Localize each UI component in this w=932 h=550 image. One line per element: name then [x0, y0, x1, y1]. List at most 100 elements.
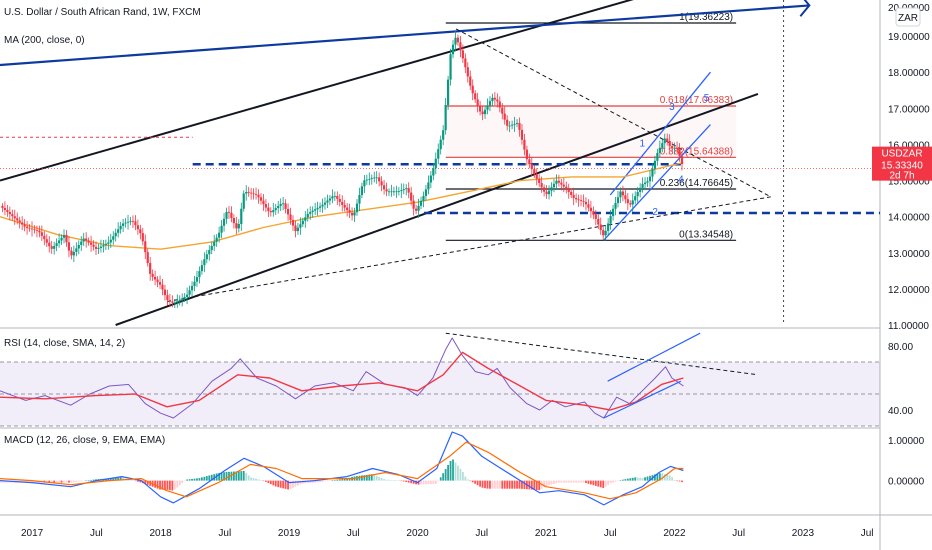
candle-body[interactable] — [129, 220, 132, 222]
candle-body[interactable] — [188, 290, 191, 295]
candle-body[interactable] — [247, 191, 250, 193]
candle-body[interactable] — [220, 225, 223, 233]
candle-body[interactable] — [259, 197, 263, 201]
candle-body[interactable] — [262, 200, 265, 205]
candle-body[interactable] — [60, 237, 63, 241]
candle-body[interactable] — [82, 238, 85, 242]
wave-channel-lower[interactable] — [603, 124, 711, 241]
candle-body[interactable] — [486, 105, 489, 110]
candle-body[interactable] — [417, 205, 420, 211]
candle-body[interactable] — [75, 248, 78, 252]
candle-body[interactable] — [218, 232, 221, 238]
candle-body[interactable] — [55, 243, 58, 247]
candle-body[interactable] — [575, 197, 578, 200]
candle-body[interactable] — [38, 230, 41, 233]
candle-body[interactable] — [589, 207, 592, 212]
candle-body[interactable] — [149, 263, 152, 274]
candle-body[interactable] — [136, 225, 139, 230]
candle-body[interactable] — [639, 187, 642, 193]
candle-body[interactable] — [584, 201, 588, 205]
candle-body[interactable] — [336, 195, 339, 199]
candle-body[interactable] — [616, 197, 620, 204]
candle-body[interactable] — [392, 191, 396, 193]
candle-body[interactable] — [636, 192, 639, 197]
candle-body[interactable] — [427, 182, 430, 190]
candle-body[interactable] — [252, 193, 255, 195]
candle-body[interactable] — [323, 202, 327, 205]
candle-body[interactable] — [491, 97, 494, 102]
candle-body[interactable] — [94, 246, 98, 249]
candle-body[interactable] — [656, 152, 659, 161]
candle-body[interactable] — [299, 224, 302, 228]
candle-body[interactable] — [124, 222, 127, 224]
candle-body[interactable] — [166, 295, 169, 300]
candle-body[interactable] — [11, 214, 14, 217]
candle-body[interactable] — [594, 214, 597, 219]
candle-body[interactable] — [254, 194, 258, 195]
candle-body[interactable] — [45, 239, 48, 243]
candle-body[interactable] — [653, 160, 657, 169]
candle-body[interactable] — [501, 107, 504, 114]
candle-body[interactable] — [609, 216, 612, 224]
candle-body[interactable] — [144, 241, 147, 253]
candle-body[interactable] — [227, 211, 231, 213]
candle-body[interactable] — [466, 67, 469, 77]
candle-body[interactable] — [508, 125, 511, 127]
candle-body[interactable] — [141, 233, 144, 242]
candle-body[interactable] — [40, 232, 43, 236]
candle-body[interactable] — [543, 187, 546, 192]
candle-body[interactable] — [481, 111, 484, 115]
candle-body[interactable] — [400, 190, 403, 192]
candle-body[interactable] — [314, 209, 317, 211]
candle-body[interactable] — [604, 230, 607, 236]
candle-body[interactable] — [102, 245, 105, 247]
candle-body[interactable] — [28, 227, 31, 229]
candle-body[interactable] — [321, 204, 324, 207]
candle-body[interactable] — [646, 181, 649, 183]
candle-body[interactable] — [449, 54, 452, 80]
candle-body[interactable] — [599, 224, 602, 231]
rsi-channel-lower[interactable] — [603, 380, 682, 419]
candle-body[interactable] — [30, 228, 34, 230]
candle-body[interactable] — [50, 246, 53, 249]
candle-body[interactable] — [651, 168, 654, 177]
candle-body[interactable] — [72, 251, 75, 256]
candle-body[interactable] — [370, 178, 373, 180]
candle-body[interactable] — [23, 224, 26, 227]
rsi-channel-upper[interactable] — [607, 332, 701, 382]
candle-body[interactable] — [680, 156, 684, 164]
candle-body[interactable] — [528, 159, 531, 165]
candle-body[interactable] — [515, 123, 519, 124]
candle-body[interactable] — [104, 243, 107, 246]
trend-drawings[interactable]: 1 2 3 4 5 — [0, 0, 880, 326]
candle-body[interactable] — [380, 181, 383, 186]
candle-body[interactable] — [331, 196, 334, 199]
candle-body[interactable] — [215, 237, 218, 242]
candle-body[interactable] — [355, 203, 359, 213]
candle-body[interactable] — [503, 113, 506, 120]
triangle-upper-dashed[interactable] — [455, 28, 772, 198]
candle-body[interactable] — [240, 208, 243, 224]
candle-body[interactable] — [343, 204, 346, 208]
channel-upper-line[interactable] — [0, 0, 668, 182]
candle-body[interactable] — [611, 208, 615, 217]
candle-body[interactable] — [35, 229, 39, 231]
candle-body[interactable] — [269, 211, 272, 213]
candle-body[interactable] — [498, 101, 501, 108]
candle-body[interactable] — [85, 238, 88, 241]
candle-body[interactable] — [535, 174, 538, 179]
candle-body[interactable] — [668, 140, 671, 147]
candle-body[interactable] — [671, 146, 674, 149]
candle-body[interactable] — [186, 294, 189, 298]
candle-body[interactable] — [8, 212, 11, 215]
candle-body[interactable] — [540, 183, 543, 188]
candle-body[interactable] — [311, 210, 314, 212]
candle-body[interactable] — [414, 208, 418, 211]
candle-body[interactable] — [222, 218, 226, 226]
candle-body[interactable] — [146, 252, 149, 264]
candle-body[interactable] — [139, 229, 142, 234]
candle-body[interactable] — [279, 203, 282, 206]
candle-body[interactable] — [582, 201, 585, 202]
candle-body[interactable] — [18, 220, 21, 223]
